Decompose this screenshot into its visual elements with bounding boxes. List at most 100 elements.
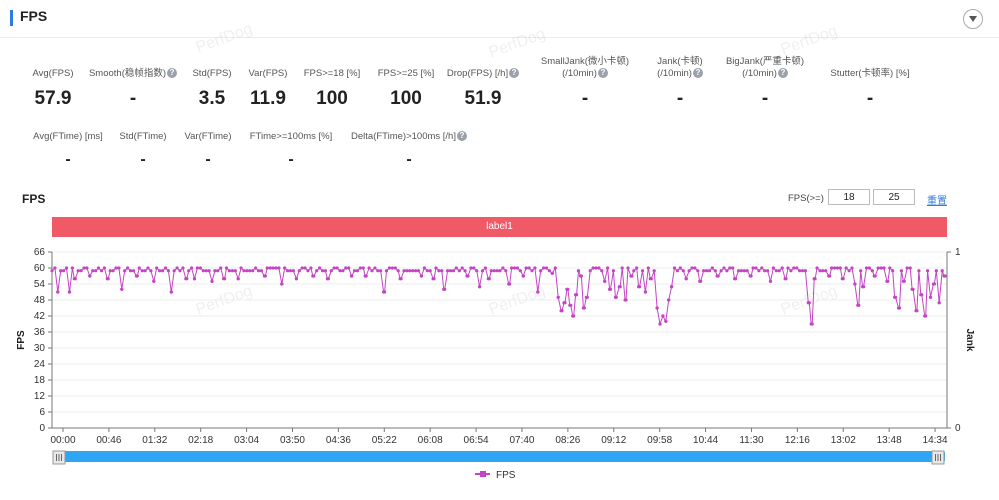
fps-data-point xyxy=(239,266,243,270)
fps-data-point xyxy=(242,269,246,273)
fps-data-point xyxy=(146,266,150,270)
stat-value: - xyxy=(761,88,769,109)
fps-data-point xyxy=(123,269,127,273)
fps-data-point xyxy=(311,274,315,278)
collapse-button[interactable] xyxy=(963,9,983,29)
fps-data-point xyxy=(896,306,901,310)
fps-data-point xyxy=(894,295,898,299)
fps-data-point xyxy=(405,269,409,273)
fps-data-point xyxy=(739,269,744,273)
fps-data-point xyxy=(646,266,650,270)
fps-data-point xyxy=(489,269,493,273)
stat-value: 100 xyxy=(390,88,422,109)
fps-data-point xyxy=(248,269,252,273)
header-accent-bar xyxy=(10,10,13,26)
stat-block: FPS>=25 [%] 100 xyxy=(346,68,466,109)
fps-data-point xyxy=(754,266,758,270)
chevron-down-icon xyxy=(969,16,977,22)
help-icon[interactable]: ? xyxy=(167,68,178,79)
fps-data-point xyxy=(518,269,522,273)
fps-data-point xyxy=(181,266,185,270)
fps-data-point xyxy=(172,269,176,273)
x-tick-label: 01:32 xyxy=(142,435,167,446)
fps-data-point xyxy=(661,314,665,318)
fps-threshold-input-1[interactable] xyxy=(828,189,870,205)
fps-data-point xyxy=(105,277,109,281)
fps-data-point xyxy=(560,309,564,313)
fps-data-point xyxy=(588,269,592,273)
fps-data-point xyxy=(155,266,159,270)
fps-data-point xyxy=(942,274,946,278)
fps-data-point xyxy=(873,274,877,278)
fps-data-point xyxy=(169,290,173,294)
fps-data-point xyxy=(582,306,586,310)
fps-data-point xyxy=(702,269,706,273)
stat-label: Avg(FTime) [ms] xyxy=(33,131,103,142)
fps-data-point xyxy=(768,279,773,283)
fps-data-point xyxy=(288,269,293,273)
fps-data-point xyxy=(872,274,876,278)
help-icon[interactable]: ? xyxy=(777,68,788,79)
stat-label: FPS>=25 [%] xyxy=(377,68,435,79)
stat-value: - xyxy=(406,151,412,168)
y2-tick-label: 1 xyxy=(955,247,961,258)
fps-data-point xyxy=(556,295,560,299)
fps-data-point xyxy=(201,269,205,273)
fps-data-point xyxy=(638,285,642,289)
fps-data-point xyxy=(524,266,528,270)
help-icon[interactable]: ? xyxy=(597,68,608,79)
fps-data-point xyxy=(550,271,554,275)
y-tick-label: 60 xyxy=(34,263,46,274)
help-icon[interactable]: ? xyxy=(509,68,520,79)
fps-data-point xyxy=(632,269,636,273)
fps-data-point xyxy=(857,303,861,307)
help-icon[interactable]: ? xyxy=(456,131,467,142)
fps-data-point xyxy=(579,274,584,278)
stat-label: Var(FTime) xyxy=(184,131,232,142)
fps-data-point xyxy=(245,269,249,273)
stat-label: Std(FTime) xyxy=(119,131,167,142)
fps-data-point xyxy=(318,266,322,270)
fps-data-point xyxy=(917,269,921,273)
label-bar[interactable]: label1 xyxy=(52,217,947,237)
fps-data-point xyxy=(818,269,822,273)
fps-data-point xyxy=(451,269,455,273)
fps-data-point xyxy=(783,277,787,281)
stat-label: Drop(FPS) [/h]? xyxy=(423,68,543,80)
fps-data-point xyxy=(777,269,781,273)
stat-label: FPS>=18 [%] xyxy=(303,68,361,79)
fps-data-point xyxy=(643,290,648,294)
y-tick-label: 24 xyxy=(34,359,46,370)
fps-data-point xyxy=(169,290,173,294)
fps-data-point xyxy=(82,266,86,270)
fps-data-point xyxy=(303,266,307,270)
fps-data-point xyxy=(268,266,272,270)
fps-data-point xyxy=(508,282,512,286)
fps-data-point xyxy=(137,266,141,270)
fps-data-point xyxy=(563,301,567,305)
fps-data-point xyxy=(824,269,828,273)
fps-data-point xyxy=(56,290,60,294)
y2-tick-label: 0 xyxy=(955,423,961,434)
stat-value: 57.9 xyxy=(34,88,72,109)
fps-data-point xyxy=(210,279,214,283)
fps-data-point xyxy=(94,269,98,273)
stat-value: 100 xyxy=(316,88,348,109)
fps-data-point xyxy=(472,266,476,270)
reset-link[interactable]: 重置 xyxy=(927,196,947,207)
watermark: PerfDog xyxy=(778,282,840,319)
fps-data-point xyxy=(428,269,432,273)
stat-label-unit: (/10min)? xyxy=(525,68,645,80)
fps-data-point xyxy=(879,266,883,270)
fps-data-point xyxy=(335,266,339,270)
fps-data-point xyxy=(672,266,677,270)
fps-data-point xyxy=(940,269,944,273)
fps-data-point xyxy=(803,269,808,273)
fps-data-point xyxy=(432,277,436,281)
fps-data-point xyxy=(236,277,240,281)
fps-threshold-input-2[interactable] xyxy=(873,189,915,205)
fps-data-point xyxy=(536,290,540,294)
help-icon[interactable]: ? xyxy=(692,68,703,79)
fps-data-point xyxy=(96,266,101,270)
fps-data-point xyxy=(300,266,304,270)
